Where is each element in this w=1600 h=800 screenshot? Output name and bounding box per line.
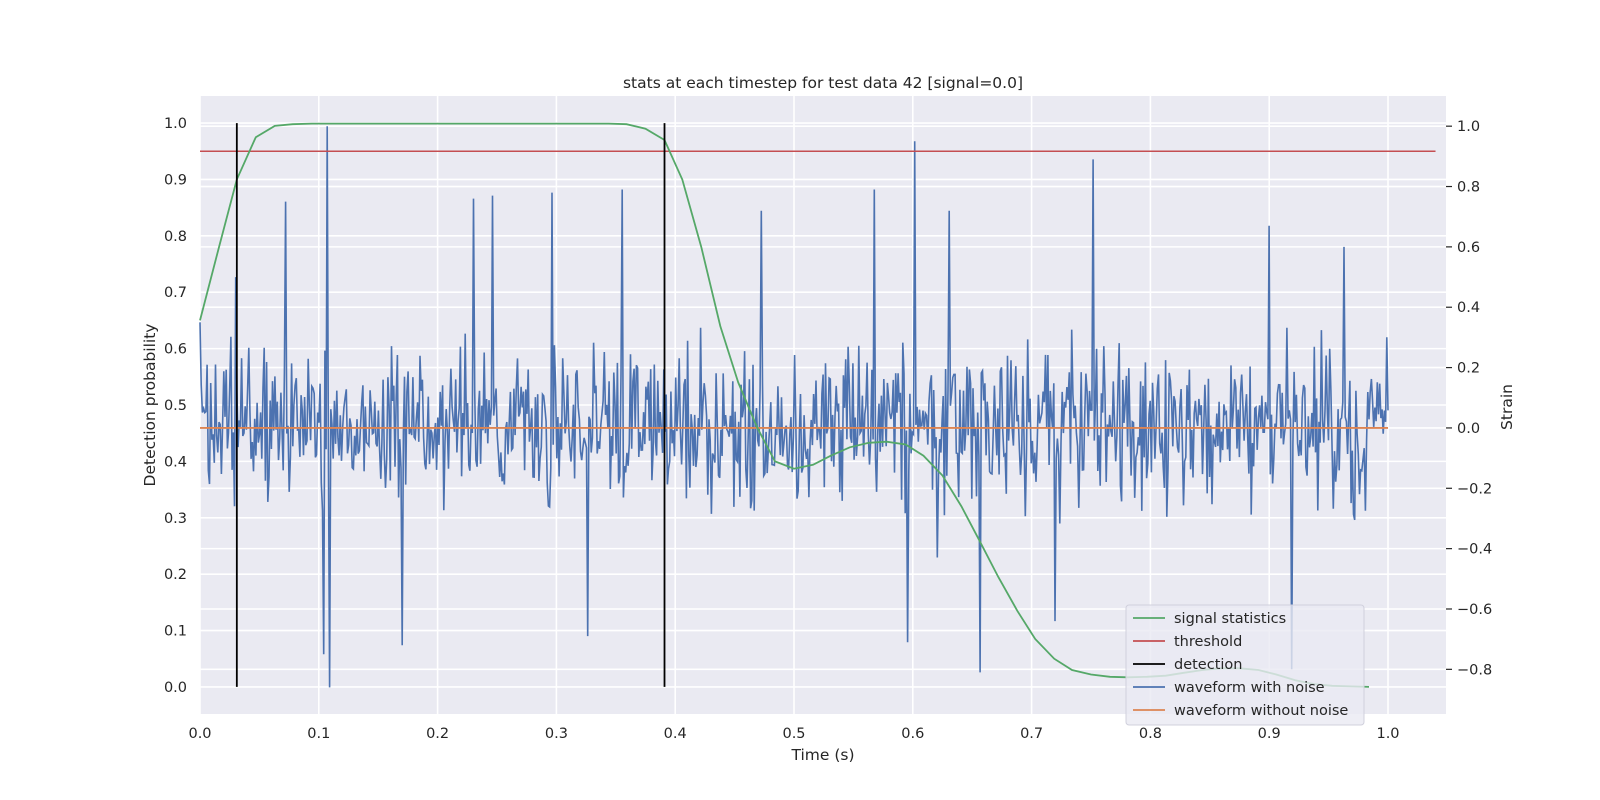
y-tick-label: 0.1: [164, 624, 187, 640]
y-axis-label: Detection probability: [141, 324, 159, 487]
x-tick-label: 0.3: [545, 726, 568, 742]
x-tick-label: 0.7: [1020, 726, 1043, 742]
y2-tick-label: 0.2: [1457, 361, 1480, 377]
y-tick-label: 0.3: [164, 511, 187, 527]
legend-entry: threshold: [1174, 634, 1242, 650]
y-tick-label: 0.0: [164, 680, 187, 696]
x-tick-label: 0.6: [901, 726, 924, 742]
legend-entry: waveform with noise: [1174, 680, 1325, 696]
x-tick-label: 0.4: [664, 726, 687, 742]
x-tick-label: 0.1: [307, 726, 330, 742]
legend-entry: waveform without noise: [1174, 703, 1348, 719]
y-tick-label: 0.9: [164, 172, 187, 188]
y2-tick-label: 0.8: [1457, 180, 1480, 196]
y2-axis-label: Strain: [1498, 384, 1516, 430]
x-tick-label: 1.0: [1376, 726, 1399, 742]
y-tick-label: 0.7: [164, 285, 187, 301]
y2-tick-label: −0.6: [1457, 602, 1492, 618]
x-axis-label: Time (s): [790, 746, 854, 764]
x-tick-label: 0.8: [1139, 726, 1162, 742]
y-tick-label: 1.0: [164, 116, 187, 132]
x-tick-label: 0.0: [188, 726, 211, 742]
y-tick-label: 0.2: [164, 567, 187, 583]
x-tick-label: 0.5: [782, 726, 805, 742]
legend-entry: detection: [1174, 657, 1242, 673]
legend-entry: signal statistics: [1174, 611, 1286, 627]
legend-box: [1125, 604, 1365, 726]
chart-title: stats at each timestep for test data 42 …: [623, 74, 1023, 92]
y2-tick-label: 0.4: [1457, 300, 1480, 316]
x-tick-label: 0.2: [426, 726, 449, 742]
y-tick-label: 0.5: [164, 398, 187, 414]
y2-tick-label: −0.8: [1457, 662, 1492, 678]
x-tick-label: 0.9: [1258, 726, 1281, 742]
y-tick-label: 0.6: [164, 342, 187, 358]
y-tick-label: 0.4: [164, 454, 187, 470]
ticks: 0.0 0.1 0.2 0.3 0.4 0.5 0.6 0.7 0.8 0.9 1.0 0.0 0.1 0…: [164, 116, 1492, 742]
y2-tick-label: −0.4: [1457, 542, 1492, 558]
legend: signal statistics threshold detection wavef…: [1125, 604, 1365, 726]
y2-tick-label: 0.0: [1457, 421, 1480, 437]
y2-tick-label: −0.2: [1457, 481, 1492, 497]
y-tick-label: 0.8: [164, 229, 187, 245]
y2-tick-label: 1.0: [1457, 119, 1480, 135]
series-waveform-with-noise: [199, 126, 1389, 688]
y2-tick-label: 0.6: [1457, 240, 1480, 256]
